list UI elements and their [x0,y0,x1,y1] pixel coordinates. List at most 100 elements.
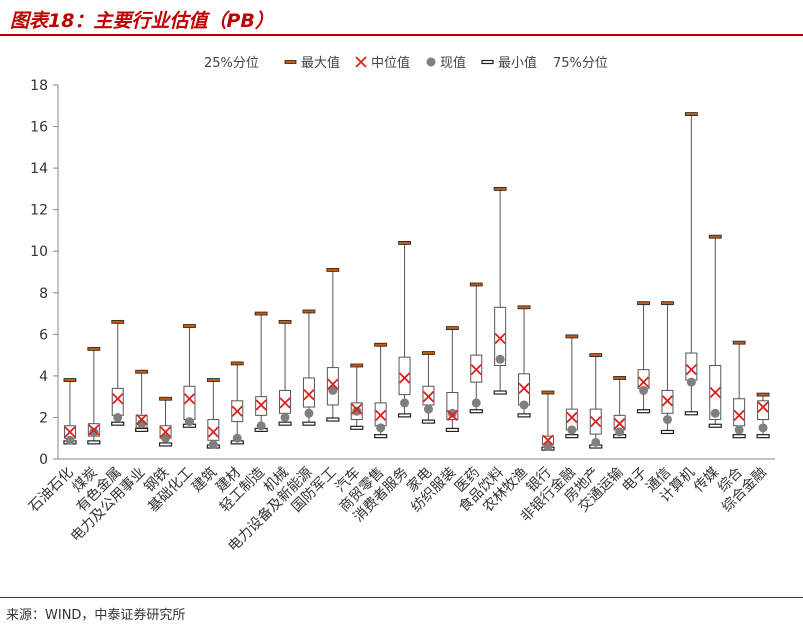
pb-boxplot-chart: 024681012141618石油石化煤炭有色金属电力及公用事业钢铁基础化工建筑… [26,55,775,555]
median-x [637,376,650,388]
current-point [113,412,123,422]
min-cap [565,434,579,439]
current-point [519,400,529,410]
min-cap [469,409,483,414]
current-point [400,398,410,408]
box-group [278,319,292,426]
max-cap [159,396,172,401]
median-x [327,378,339,390]
min-cap [684,411,698,416]
current-point [543,442,553,452]
box-group [541,390,555,452]
current-point [232,433,242,443]
box-group [87,346,101,445]
legend-item: 中位值 [355,55,410,71]
x-tick-label: 传媒 [691,465,722,496]
y-tick-label: 8 [39,286,48,302]
max-cap [637,301,650,306]
box-group [206,378,220,449]
legend-item: 最小值 [481,55,537,71]
current-point [89,427,99,437]
median-x [757,401,769,413]
legend-label: 25%分位 [204,56,259,71]
median-x [709,386,721,399]
legend-current-swatch [426,57,436,67]
box-group [445,326,459,433]
x-tick-label: 电子 [619,465,650,496]
y-tick-label: 16 [30,120,48,136]
x-tick-label: 建筑 [189,465,220,496]
box-group [111,319,125,426]
iqr-box [207,419,220,441]
median-x [470,364,482,376]
min-cap [493,390,507,395]
box-group [182,324,197,428]
current-point [423,404,433,414]
header: 图表18：主要行业估值（PB） [0,0,803,38]
legend-item: 最大值 [284,55,340,71]
x-tick-label: 石油石化 [26,465,77,516]
box-group [756,392,770,439]
current-point [686,377,696,387]
legend-label: 最大值 [301,55,340,71]
current-point [591,437,601,447]
current-point [639,385,649,395]
current-point [376,423,386,433]
legend-label: 75%分位 [553,56,608,71]
min-cap [445,427,459,433]
iqr-box [446,392,459,421]
max-cap [326,268,340,272]
iqr-box [757,400,770,421]
max-cap [661,301,674,306]
page-title: 图表18：主要行业估值（PB） [10,10,274,32]
legend-item: 25%分位 [204,56,259,71]
min-cap [421,419,436,424]
max-cap [684,112,698,116]
current-point [280,412,290,422]
min-cap [732,434,746,439]
box-group [613,376,627,439]
title-divider [0,34,803,36]
median-x [64,426,76,438]
min-cap [708,423,722,428]
max-cap [206,378,220,382]
box-group [565,334,579,439]
median-x [422,391,435,403]
min-cap [660,429,675,435]
box-group [660,301,675,435]
median-x [279,397,291,409]
box-group [589,353,603,449]
current-point [662,415,672,425]
min-cap [278,421,292,426]
max-cap [87,346,101,351]
source-divider [0,597,803,598]
max-cap [541,390,555,395]
legend-median-swatch [355,56,367,68]
max-cap [63,378,77,382]
max-cap [517,305,531,310]
y-tick-label: 0 [39,452,48,468]
legend: 25%分位 最大值 中位值 现值 最小值 75%分位 [204,55,608,71]
median-x [231,405,243,417]
box-group [135,369,149,433]
max-cap [350,363,364,368]
box-group [397,241,412,418]
current-point [758,423,768,433]
current-point [208,439,218,449]
iqr-box [398,356,411,396]
median-x [112,393,124,405]
median-x [590,415,602,428]
max-cap [469,282,483,287]
median-x [733,409,745,422]
max-cap [230,361,244,366]
median-x [446,409,458,422]
max-cap [135,369,149,374]
current-point [471,398,481,408]
box-group [302,309,316,426]
median-x [159,426,172,438]
box-group [350,363,364,430]
max-cap [278,319,292,324]
current-point [567,425,577,435]
current-point [352,406,362,416]
max-cap [613,376,627,380]
